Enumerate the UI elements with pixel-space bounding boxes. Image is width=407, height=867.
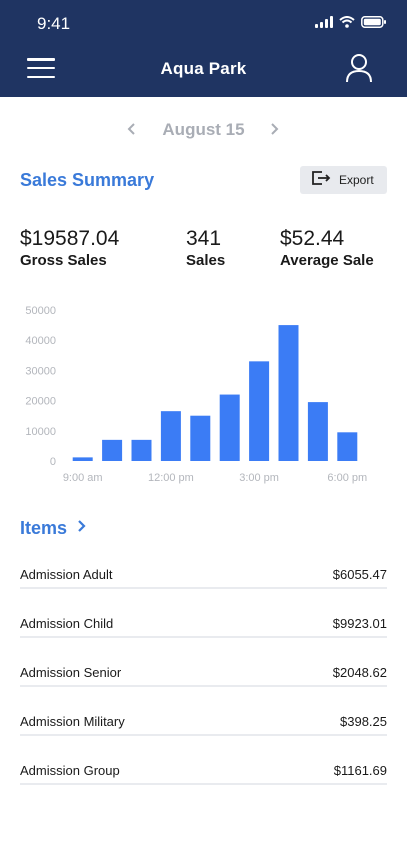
items-link[interactable]: Items [20, 518, 87, 539]
stat-sales: 341 Sales [186, 227, 226, 270]
item-name: Admission Child [20, 616, 114, 631]
chart-bar [160, 411, 181, 461]
list-item[interactable]: Admission Child $9923.01 [20, 616, 387, 638]
x-tick-label: 9:00 am [63, 472, 103, 484]
stat-label: Average Sale [280, 252, 374, 269]
export-button[interactable]: Export [300, 166, 387, 194]
y-tick-label: 30000 [25, 365, 56, 377]
status-time: 9:41 [37, 14, 71, 33]
list-item[interactable]: Admission Group $1161.69 [20, 763, 387, 785]
hamburger-menu-icon[interactable] [27, 58, 55, 78]
app-header: 9:41 Aqua Park [0, 0, 407, 97]
user-profile-icon[interactable] [345, 53, 373, 83]
sales-summary-title: Sales Summary [20, 170, 155, 190]
item-amount: $6055.47 [332, 567, 387, 582]
list-item[interactable]: Admission Senior $2048.62 [20, 665, 387, 687]
chart-bar [337, 432, 358, 461]
chart-bar [72, 457, 93, 461]
list-item[interactable]: Admission Military $398.25 [20, 714, 387, 736]
chart-bar [131, 439, 152, 461]
y-tick-label: 50000 [25, 305, 56, 317]
date-label: August 15 [162, 120, 245, 139]
status-icons [315, 16, 387, 28]
item-name: Admission Senior [20, 665, 122, 680]
battery-icon [361, 16, 387, 28]
items-title: Items [20, 518, 68, 538]
chevron-left-icon[interactable] [124, 118, 140, 142]
app-title: Aqua Park [160, 59, 247, 78]
list-item[interactable]: Admission Adult $6055.47 [20, 567, 387, 589]
item-name: Admission Military [20, 714, 125, 729]
chart-bar [190, 415, 211, 461]
date-navigator: August 15 [0, 118, 407, 142]
stat-label: Sales [186, 252, 226, 269]
chart-bar [307, 402, 328, 461]
stat-value: $19587.04 [20, 227, 120, 250]
x-tick-label: 3:00 pm [239, 472, 279, 484]
item-amount: $9923.01 [332, 616, 387, 631]
export-label: Export [339, 173, 374, 187]
item-amount: $398.25 [340, 714, 387, 729]
stat-gross-sales: $19587.04 Gross Sales [20, 227, 120, 270]
chevron-right-icon[interactable] [266, 118, 282, 142]
y-tick-label: 10000 [25, 426, 56, 438]
chart-bar [278, 325, 299, 461]
item-amount: $1161.69 [333, 763, 387, 778]
y-tick-label: 20000 [25, 396, 56, 408]
stat-value: $52.44 [280, 227, 345, 250]
stat-average-sale: $52.44 Average Sale [280, 227, 374, 270]
item-amount: $2048.62 [332, 665, 387, 680]
chevron-right-icon [77, 519, 87, 538]
chart-bar [219, 394, 240, 461]
stat-label: Gross Sales [20, 252, 107, 269]
item-name: Admission Group [20, 763, 120, 778]
chart-bar [102, 439, 123, 461]
signal-icon [315, 16, 333, 28]
export-icon [311, 170, 331, 191]
chart-bar [249, 361, 270, 461]
wifi-icon [339, 16, 355, 28]
x-tick-label: 6:00 pm [327, 472, 367, 484]
y-tick-label: 40000 [25, 335, 56, 347]
item-name: Admission Adult [20, 567, 113, 582]
stat-value: 341 [186, 227, 222, 250]
x-tick-label: 12:00 pm [148, 472, 194, 484]
sales-bar-chart: 0 10000 20000 30000 40000 50000 9:00 am 12:00 p… [25, 305, 367, 484]
y-tick-label: 0 [50, 456, 56, 468]
